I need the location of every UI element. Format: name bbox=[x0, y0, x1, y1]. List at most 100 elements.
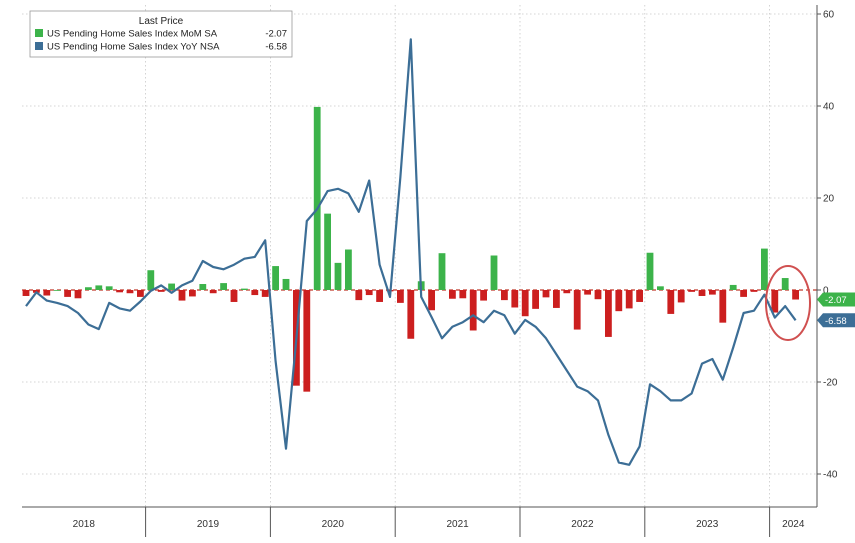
legend-swatch-mom bbox=[35, 29, 43, 37]
bar bbox=[501, 290, 508, 301]
bar bbox=[428, 290, 435, 311]
bar bbox=[750, 290, 758, 292]
bar bbox=[95, 285, 103, 290]
bar bbox=[313, 106, 321, 290]
yoy-line bbox=[25, 38, 797, 466]
y-tick-label: -40 bbox=[823, 470, 838, 481]
bar bbox=[698, 290, 706, 296]
bar bbox=[469, 290, 477, 331]
bar bbox=[334, 262, 342, 290]
bar bbox=[677, 290, 685, 303]
y-tick-label: 60 bbox=[823, 10, 835, 21]
bar bbox=[740, 290, 747, 297]
year-label: 2022 bbox=[571, 519, 594, 530]
last-value-badge-label: -2.07 bbox=[825, 295, 847, 306]
bar bbox=[407, 290, 415, 339]
bottom-axis: 2018 2019 2020 2021 2022 2023 2024 bbox=[22, 506, 817, 537]
bar bbox=[126, 290, 134, 294]
bar bbox=[688, 290, 695, 292]
bar bbox=[511, 290, 519, 308]
bar bbox=[636, 290, 643, 302]
bar bbox=[365, 290, 373, 296]
year-label: 2020 bbox=[322, 519, 345, 530]
bar bbox=[553, 290, 560, 308]
yoy-line-path bbox=[25, 38, 797, 466]
bar bbox=[241, 288, 248, 290]
year-label: 2023 bbox=[696, 519, 719, 530]
bar bbox=[272, 266, 279, 290]
bar bbox=[625, 290, 633, 309]
bar bbox=[137, 290, 144, 297]
bar bbox=[189, 290, 196, 297]
y-tick-label: 40 bbox=[823, 102, 835, 113]
y-tick-label: -20 bbox=[823, 378, 838, 389]
bar bbox=[490, 255, 498, 290]
bar bbox=[282, 278, 290, 290]
bar bbox=[261, 290, 269, 297]
bar bbox=[532, 290, 539, 309]
bar bbox=[105, 286, 113, 290]
bar bbox=[376, 290, 383, 302]
legend-value-yoy: -6.58 bbox=[265, 42, 287, 53]
right-axis: 60 40 20 0 -20 -40 bbox=[816, 5, 838, 507]
legend-label-mom: US Pending Home Sales Index MoM SA bbox=[47, 29, 218, 40]
bar bbox=[324, 213, 331, 290]
highlight-circle bbox=[765, 265, 811, 341]
bar bbox=[449, 290, 456, 299]
bar bbox=[147, 270, 155, 290]
last-value-badge-label: -6.58 bbox=[825, 316, 847, 327]
bar bbox=[781, 278, 789, 290]
bar bbox=[709, 290, 716, 295]
last-value-badge bbox=[817, 292, 855, 307]
bar bbox=[116, 290, 123, 293]
bar bbox=[220, 283, 227, 290]
last-value-badge bbox=[817, 313, 855, 328]
y-tick-label: 20 bbox=[823, 194, 835, 205]
bar bbox=[542, 290, 550, 298]
bar bbox=[792, 290, 799, 300]
bar bbox=[209, 290, 217, 294]
last-value-badges: -2.07 -6.58 bbox=[817, 292, 855, 328]
bar bbox=[53, 290, 61, 291]
bar bbox=[157, 290, 165, 292]
bar bbox=[64, 290, 71, 297]
bar bbox=[761, 248, 768, 290]
bar bbox=[199, 284, 207, 290]
year-label: 2018 bbox=[73, 519, 96, 530]
bar bbox=[729, 284, 737, 290]
bar bbox=[43, 290, 51, 296]
bar bbox=[615, 290, 623, 312]
bar bbox=[594, 290, 602, 300]
bar bbox=[230, 290, 238, 302]
bar bbox=[74, 290, 82, 299]
bar bbox=[521, 290, 529, 317]
legend-swatch-yoy bbox=[35, 42, 43, 50]
bar bbox=[355, 290, 363, 301]
bar bbox=[657, 286, 664, 290]
bar bbox=[22, 290, 30, 296]
bar bbox=[85, 287, 92, 290]
bar bbox=[345, 249, 352, 290]
legend-label-yoy: US Pending Home Sales Index YoY NSA bbox=[47, 42, 220, 53]
legend: Last Price US Pending Home Sales Index M… bbox=[29, 10, 293, 58]
bar bbox=[667, 290, 675, 314]
year-label: 2021 bbox=[446, 519, 469, 530]
bar bbox=[573, 290, 581, 330]
legend-box bbox=[29, 10, 293, 58]
year-label: 2019 bbox=[197, 519, 220, 530]
bar bbox=[646, 252, 654, 290]
bar bbox=[397, 290, 404, 303]
bar bbox=[584, 290, 591, 295]
bar bbox=[459, 290, 467, 299]
bar bbox=[563, 290, 571, 294]
bar bbox=[168, 283, 175, 290]
bar bbox=[303, 290, 311, 392]
year-label: 2024 bbox=[782, 519, 805, 530]
legend-title: Last Price bbox=[139, 16, 184, 27]
bar bbox=[438, 253, 446, 290]
legend-value-mom: -2.07 bbox=[265, 29, 287, 40]
bar bbox=[480, 290, 487, 301]
bar bbox=[178, 290, 186, 301]
bar bbox=[605, 290, 612, 337]
